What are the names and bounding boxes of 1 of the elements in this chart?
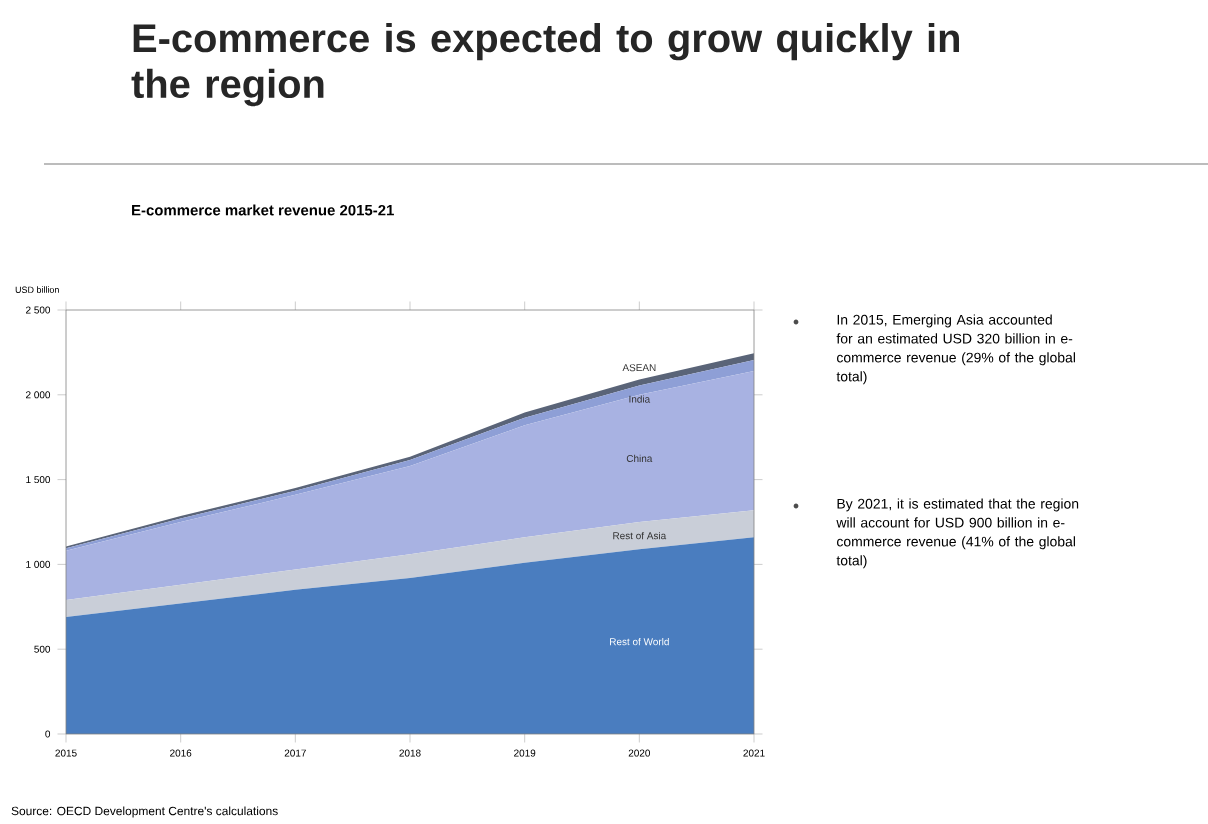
chart-title: E-commerce is expected to grow quickly in the region (131, 23, 959, 107)
